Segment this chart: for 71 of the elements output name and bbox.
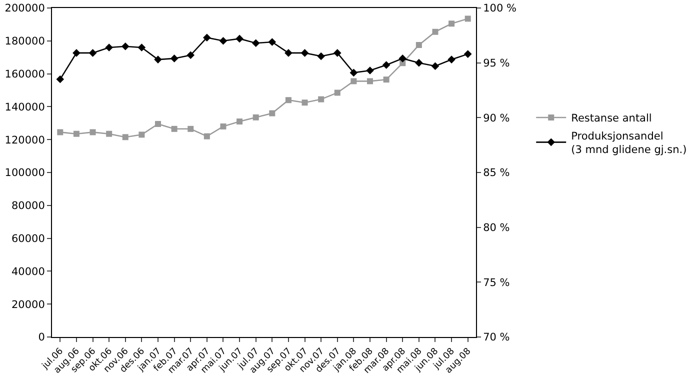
point: [432, 28, 438, 35]
y-tick-label: 200000: [4, 2, 45, 15]
point: [73, 130, 80, 137]
point: [138, 44, 146, 52]
point: [416, 42, 422, 48]
point: [302, 100, 308, 106]
y-tick-label: 120000: [4, 134, 45, 146]
point: [382, 61, 390, 69]
y-tick-label: 40000: [11, 266, 45, 278]
point: [105, 44, 113, 52]
point: [448, 56, 456, 64]
point: [398, 54, 407, 62]
point: [171, 126, 178, 132]
point: [220, 123, 226, 130]
point: [431, 62, 440, 70]
point: [57, 129, 64, 136]
point: [333, 49, 342, 57]
point: [317, 52, 325, 60]
y2-tick-label: 80 %: [483, 222, 510, 234]
y2-tick-label: 75 %: [483, 276, 510, 289]
point: [154, 56, 162, 64]
point: [219, 37, 228, 45]
point: [300, 49, 309, 57]
point: [186, 51, 195, 60]
y-tick-label: 100000: [4, 167, 45, 180]
point: [252, 39, 260, 47]
y2-tick-label: 100 %: [483, 2, 516, 15]
point: [204, 133, 210, 140]
point: [121, 42, 130, 50]
y-tick-label: 80000: [11, 200, 45, 212]
point: [203, 34, 211, 42]
point: [236, 118, 243, 125]
point: [252, 114, 259, 120]
point: [366, 66, 374, 74]
y2-tick-label: 70 %: [483, 332, 510, 344]
y-tick-label: 0: [38, 332, 45, 344]
point: [122, 134, 128, 140]
point: [350, 78, 357, 84]
point: [88, 49, 97, 57]
point: [138, 132, 145, 138]
point: [90, 129, 96, 136]
point: [367, 78, 373, 84]
point: [383, 76, 390, 83]
point: [170, 54, 178, 62]
y-tick-label: 60000: [11, 232, 45, 245]
legend-label: Produksjonsandel (3 mnd glidene gj.sn.): [571, 130, 687, 156]
point: [236, 34, 244, 43]
point: [188, 126, 194, 132]
point: [448, 20, 455, 27]
point: [155, 120, 161, 127]
point: [318, 96, 324, 102]
point: [285, 97, 292, 104]
y2-tick-label: 90 %: [483, 112, 510, 124]
y2-tick-label: 95 %: [483, 58, 510, 70]
y2-tick-label: 85 %: [483, 167, 510, 180]
point: [106, 130, 112, 137]
point: [269, 110, 276, 116]
y-tick-label: 160000: [4, 68, 45, 80]
point: [334, 90, 340, 96]
point: [284, 49, 292, 57]
legend-label: Restanse antall: [571, 112, 652, 125]
point: [268, 38, 276, 46]
point: [415, 58, 423, 67]
y-tick-label: 20000: [11, 298, 45, 311]
point: [72, 49, 80, 57]
point: [464, 16, 471, 22]
y-tick-label: 180000: [4, 36, 45, 48]
point: [464, 50, 472, 58]
point: [350, 68, 358, 77]
y-tick-label: 140000: [4, 101, 45, 114]
point: [56, 75, 64, 84]
